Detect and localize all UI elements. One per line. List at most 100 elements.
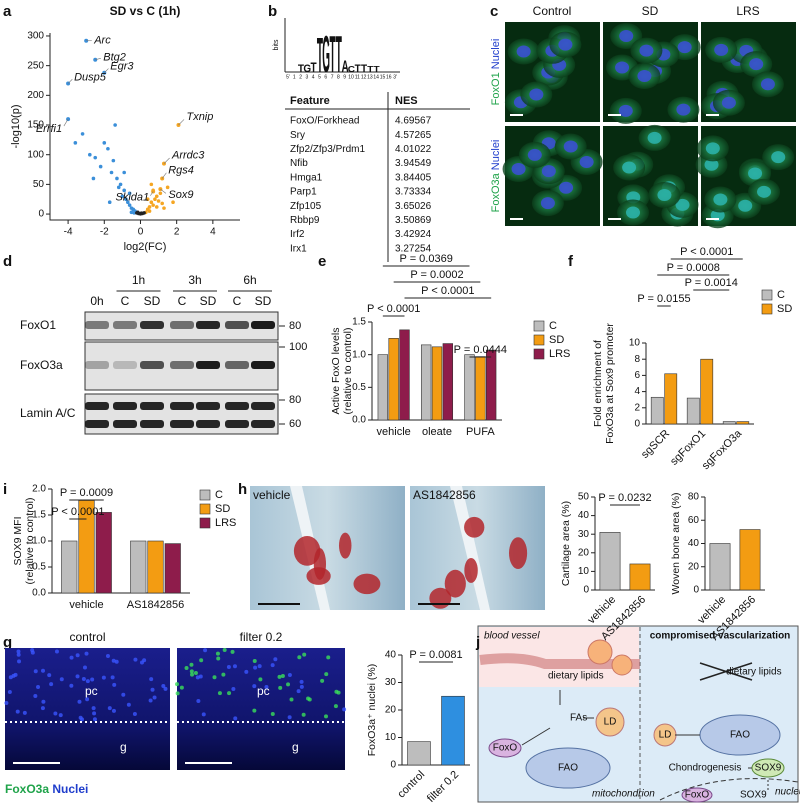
band bbox=[85, 321, 109, 329]
nucleus bbox=[175, 691, 180, 696]
table-cell: 3.94549 bbox=[395, 158, 432, 169]
table-cell: 4.01022 bbox=[395, 144, 432, 155]
nucleus bbox=[4, 700, 9, 705]
mitochondrion-shape bbox=[525, 747, 611, 789]
point bbox=[111, 158, 116, 163]
table-cell: Nfib bbox=[290, 158, 308, 169]
lane-label: SD bbox=[144, 294, 161, 308]
nucleus bbox=[107, 706, 112, 711]
x-tick-label: AS1842856 bbox=[127, 599, 185, 611]
table-cell: Sry bbox=[290, 130, 305, 141]
nucleus bbox=[326, 655, 331, 660]
nucleus bbox=[253, 665, 258, 670]
table-cell: 3.42924 bbox=[395, 229, 432, 240]
bar bbox=[664, 373, 678, 425]
foxo-shape bbox=[488, 738, 522, 758]
y-tick-label: 30 bbox=[578, 529, 590, 540]
point bbox=[122, 170, 126, 175]
panel-letter: c bbox=[490, 3, 498, 20]
lipid-droplet bbox=[595, 707, 625, 737]
nucleus bbox=[190, 672, 195, 677]
logo-position: 14 bbox=[373, 74, 379, 80]
diagram-label: dietary lipids bbox=[726, 667, 782, 678]
logo-position: 4 bbox=[312, 74, 315, 80]
nucleus bbox=[40, 706, 45, 711]
legend-swatch bbox=[199, 503, 211, 515]
nucleus bbox=[75, 653, 80, 658]
y-tick-label: 0 bbox=[693, 585, 699, 596]
nucleus bbox=[516, 45, 531, 58]
nucleus bbox=[36, 684, 41, 689]
logo-letter: T bbox=[355, 63, 362, 76]
y-tick-label: 300 bbox=[27, 31, 44, 42]
y-tick-label: 6 bbox=[634, 370, 640, 381]
bar bbox=[164, 543, 181, 594]
nucleus bbox=[81, 677, 86, 682]
point bbox=[154, 205, 159, 209]
nucleus bbox=[69, 655, 74, 660]
nucleus bbox=[199, 658, 204, 663]
band bbox=[113, 361, 137, 369]
vessel bbox=[479, 653, 640, 669]
legend-label: C bbox=[777, 289, 785, 301]
diagram-label: blood vessel bbox=[484, 631, 540, 642]
timepoint: 3h bbox=[188, 273, 201, 287]
bar bbox=[130, 540, 147, 594]
y-tick-label: 10 bbox=[629, 338, 641, 349]
panel-letter: b bbox=[268, 3, 277, 20]
leader bbox=[160, 188, 167, 194]
panel-letter: i bbox=[3, 481, 7, 498]
p-value: P = 0.0014 bbox=[685, 277, 738, 289]
point bbox=[160, 201, 164, 206]
point bbox=[107, 200, 112, 204]
y-axis-label: FoxO3a⁺ nuclei (%) bbox=[366, 664, 378, 757]
nucleus bbox=[233, 716, 238, 721]
nucleus bbox=[16, 652, 21, 657]
y-tick-label: 80 bbox=[688, 492, 700, 503]
nucleus bbox=[132, 712, 137, 717]
nucleus bbox=[299, 679, 304, 684]
p-value: P = 0.0009 bbox=[60, 487, 113, 499]
point bbox=[102, 141, 107, 145]
micrograph bbox=[504, 22, 600, 122]
nucleus bbox=[92, 711, 97, 716]
nucleus bbox=[270, 663, 275, 668]
diagram-label: LD bbox=[659, 730, 672, 741]
y-axis-label: FoxO3a at Sox9 promoter bbox=[604, 323, 616, 444]
panel-letter: h bbox=[238, 481, 247, 498]
x-tick-label: PUFA bbox=[466, 426, 495, 438]
panel-letter: j bbox=[475, 634, 480, 651]
nucleus bbox=[541, 165, 556, 178]
timepoint: 6h bbox=[243, 273, 256, 287]
point bbox=[147, 209, 152, 213]
nucleus bbox=[101, 675, 106, 680]
point bbox=[93, 155, 98, 160]
foxo-shape bbox=[681, 787, 713, 803]
nucleus bbox=[75, 674, 80, 679]
panel-letter: e bbox=[318, 253, 326, 270]
bar bbox=[407, 741, 431, 766]
nucleus bbox=[85, 679, 90, 684]
point bbox=[149, 182, 154, 187]
y-tick-label: 20 bbox=[578, 547, 590, 558]
nucleus bbox=[91, 706, 96, 711]
nucleus bbox=[215, 651, 220, 656]
leader bbox=[150, 191, 154, 196]
nucleus bbox=[54, 649, 59, 654]
y-tick-label: 0 bbox=[634, 419, 640, 430]
nucleus bbox=[302, 652, 307, 657]
y-axis-label: -log10(p) bbox=[10, 104, 22, 148]
point bbox=[147, 205, 152, 209]
nucleus bbox=[217, 691, 222, 696]
y-tick-label: 40 bbox=[578, 510, 590, 521]
diagram-label: mitochondrion bbox=[592, 789, 655, 800]
cross bbox=[699, 662, 753, 681]
logo-letter: T bbox=[361, 63, 368, 76]
nucleus bbox=[760, 78, 775, 91]
y-tick-label: 0.5 bbox=[352, 382, 366, 393]
nucleus bbox=[257, 664, 262, 669]
point bbox=[135, 210, 140, 215]
woven-bone bbox=[444, 569, 466, 598]
y-tick-label: 0.0 bbox=[32, 588, 46, 599]
x-tick-label: sgFoxO3a bbox=[700, 427, 745, 472]
